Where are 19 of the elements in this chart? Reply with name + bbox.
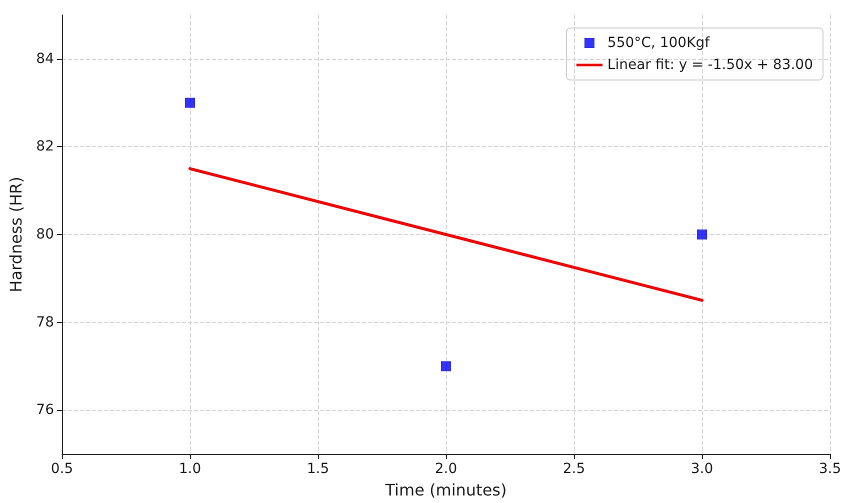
point [697, 230, 707, 240]
x-tick-label: 0.5 [50, 461, 74, 477]
x-tick-label: 3.5 [818, 461, 842, 477]
x-tick-label: 2.5 [562, 461, 586, 477]
x-tick-label: 1.5 [306, 461, 330, 477]
y-tick-label: 82 [36, 138, 54, 155]
x-tick-label: 3.0 [690, 461, 714, 477]
x-tick-label: 1.0 [178, 461, 202, 477]
y-tick-label: 76 [36, 402, 54, 418]
x-axis-title: Time (minutes) [384, 480, 507, 500]
y-tick-label: 78 [36, 314, 54, 330]
legend-label: 550°C, 100Kgf [607, 35, 711, 51]
y-axis-title: Hardness (HR) [6, 176, 26, 292]
point [185, 98, 195, 108]
y-tick-label: 84 [36, 50, 54, 67]
point [441, 361, 451, 372]
legend-label: Linear fit: y = -1.50x + 83.00 [607, 57, 814, 73]
y-tick-label: 80 [36, 226, 54, 242]
x-tick-label: 2.0 [434, 461, 458, 477]
